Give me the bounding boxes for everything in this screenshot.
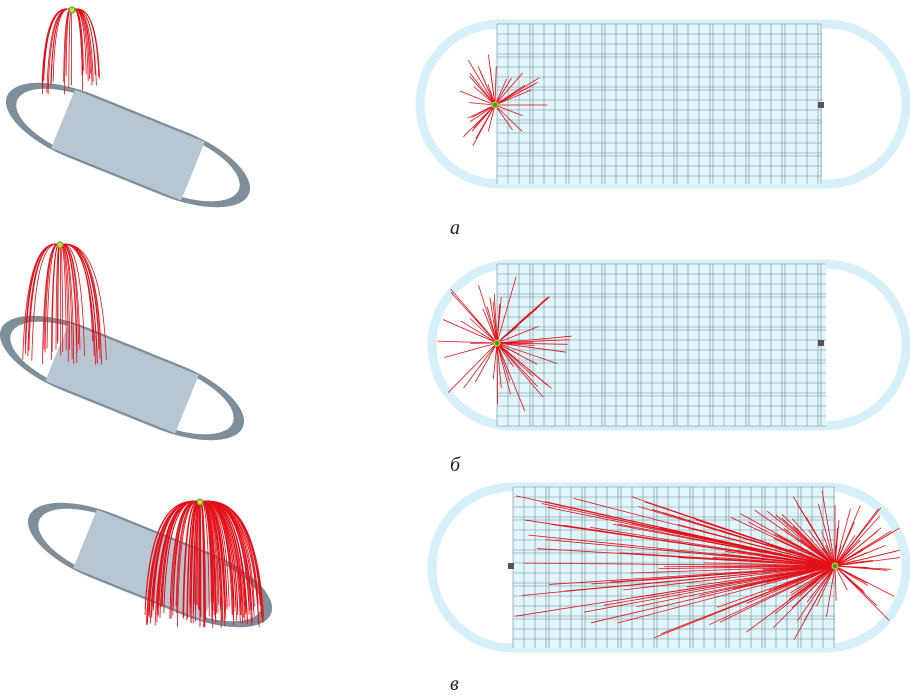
jet — [72, 9, 83, 90]
source — [492, 102, 498, 108]
jet — [72, 9, 82, 77]
figure: а б в — [0, 0, 910, 695]
jet — [71, 9, 72, 85]
ray — [835, 566, 877, 605]
iso-view — [0, 302, 250, 454]
iso-view — [0, 69, 255, 221]
source — [494, 340, 500, 346]
field — [497, 24, 822, 184]
ray — [444, 343, 497, 358]
marker — [818, 102, 824, 108]
panel-label: б — [450, 454, 461, 476]
ray — [835, 566, 836, 601]
top-view — [432, 264, 906, 426]
top-view — [432, 487, 906, 648]
jet — [60, 244, 61, 356]
plate — [51, 90, 204, 201]
ray — [464, 343, 497, 388]
source — [57, 242, 63, 248]
marker — [508, 563, 514, 569]
ray — [835, 508, 881, 566]
ray — [448, 343, 497, 393]
field — [497, 264, 826, 426]
marker — [818, 340, 824, 346]
source — [69, 7, 75, 13]
source — [197, 499, 203, 505]
panel-label: в — [450, 673, 459, 695]
ray — [495, 66, 496, 105]
source — [832, 563, 838, 569]
panel-label: а — [450, 217, 460, 239]
ray — [468, 60, 495, 105]
top-view — [420, 24, 906, 184]
ray — [470, 77, 495, 105]
